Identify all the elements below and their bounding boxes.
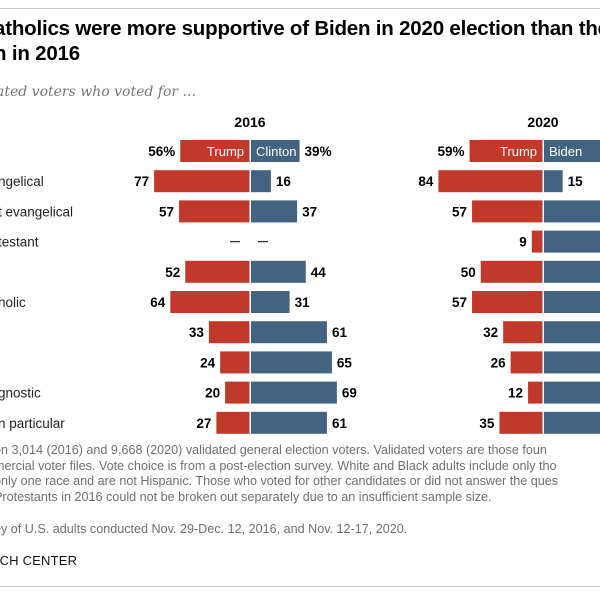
bar-trump — [154, 170, 250, 193]
value-label-trump: 57 — [452, 204, 467, 219]
bar-trump — [472, 200, 543, 223]
category-label: holic — [0, 295, 26, 310]
bar-clinton — [251, 291, 290, 313]
bar-trump — [480, 260, 543, 283]
value-label-trump: 27 — [196, 416, 211, 431]
value-label-clinton: 61 — [332, 325, 348, 340]
value-label-trump: 50 — [461, 265, 476, 280]
bar-trump — [216, 411, 250, 434]
bar-biden — [544, 411, 600, 434]
value-label-trump: 64 — [150, 295, 166, 310]
value-label-trump: 26 — [491, 355, 507, 370]
value-label-clinton: 31 — [295, 295, 311, 310]
bar-trump — [179, 200, 250, 223]
bar-trump — [170, 291, 250, 313]
chart-title: atholics were more supportive of Biden i… — [0, 16, 600, 66]
bar-trump — [185, 260, 250, 283]
bar-clinton — [251, 170, 271, 193]
bar-trump — [438, 170, 543, 193]
bottom-rule — [0, 586, 600, 587]
bar-biden — [544, 291, 600, 313]
legend-label-clinton: Clinton — [256, 144, 296, 159]
value-label-trump: 52 — [165, 265, 180, 280]
bar-biden — [544, 351, 600, 374]
bar-clinton — [251, 200, 298, 223]
value-label-trump: 57 — [452, 295, 467, 310]
legend-label-trump: Trump — [207, 144, 244, 159]
value-label-clinton: 16 — [276, 174, 292, 189]
value-label-trump: 84 — [418, 174, 434, 189]
value-label-clinton: 61 — [332, 416, 348, 431]
bar-trump — [225, 381, 250, 404]
bar-clinton — [251, 381, 337, 404]
value-label-trump: 35 — [479, 416, 495, 431]
bar-biden — [544, 170, 563, 193]
value-label-trump: 20 — [205, 386, 220, 401]
category-label: gnostic — [0, 386, 41, 401]
value-label-trump: 77 — [134, 174, 149, 189]
value-label-trump: 24 — [200, 355, 216, 370]
value-label-trump: 9 — [519, 235, 527, 250]
bar-trump — [469, 140, 543, 162]
category-label: n particular — [0, 416, 65, 431]
bar-trump — [180, 140, 250, 162]
value-label-biden: 15 — [568, 174, 584, 189]
notes: on 3,014 (2016) and 9,668 (2020) validat… — [0, 443, 600, 505]
legend-label-trump: Trump — [500, 144, 537, 159]
value-label-clinton: 37 — [302, 204, 317, 219]
bar-clinton — [251, 351, 332, 374]
bar-trump — [510, 351, 543, 374]
value-label-trump: 33 — [189, 325, 205, 340]
bar-trump — [220, 351, 250, 374]
bar-trump — [208, 321, 250, 344]
note-line-1: on 3,014 (2016) and 9,668 (2020) validat… — [0, 443, 547, 457]
note-line-2: mercial voter files. Vote choice is from… — [0, 458, 557, 473]
bar-clinton — [251, 321, 327, 344]
source: ey of U.S. adults conducted Nov. 29-Dec.… — [0, 522, 408, 536]
brand-logo-text: RCH CENTER — [0, 553, 78, 568]
bar-biden — [544, 321, 600, 344]
value-label-clinton: 69 — [342, 386, 357, 401]
bar-biden — [544, 140, 600, 162]
title-line-1: atholics were more supportive of Biden i… — [0, 17, 600, 40]
note-line-3: only one race and are not Hispanic. Thos… — [0, 474, 559, 488]
value-label-trump: 57 — [159, 204, 174, 219]
bar-biden — [544, 260, 600, 283]
value-label-clinton: 44 — [311, 265, 327, 280]
category-label: ngelical — [0, 174, 44, 189]
value-label-trump: 32 — [483, 325, 498, 340]
value-label-trump: 59% — [438, 144, 465, 159]
top-rule — [0, 8, 600, 9]
bar-biden — [544, 381, 600, 404]
bar-clinton — [251, 411, 327, 434]
bar-trump — [528, 381, 543, 404]
chart-subtitle: ated voters who voted for ... — [0, 84, 196, 100]
bar-biden — [544, 200, 600, 223]
value-label-trump: 12 — [508, 386, 523, 401]
bar-trump — [499, 411, 543, 434]
note-line-4: Protestants in 2016 could not be broken … — [0, 489, 492, 504]
value-label-trump: 56% — [148, 144, 175, 159]
category-label: t evangelical — [0, 204, 73, 219]
value-label-clinton: 39% — [305, 144, 332, 159]
title-line-2: n in 2016 — [0, 42, 80, 65]
chart: ngelical t evangelical testant holic gnostic… — [0, 114, 600, 434]
bar-trump — [531, 230, 543, 253]
legend-label-biden: Biden — [549, 144, 582, 159]
bar-trump — [472, 291, 543, 313]
panel-year-header: 2016 — [234, 114, 265, 130]
bar-biden — [544, 230, 600, 253]
category-label: testant — [0, 235, 39, 250]
panel-year-header: 2020 — [527, 114, 558, 130]
bar-clinton — [251, 260, 306, 283]
bar-clinton — [251, 140, 300, 162]
bar-trump — [503, 321, 543, 344]
value-label-clinton: 65 — [337, 355, 353, 370]
